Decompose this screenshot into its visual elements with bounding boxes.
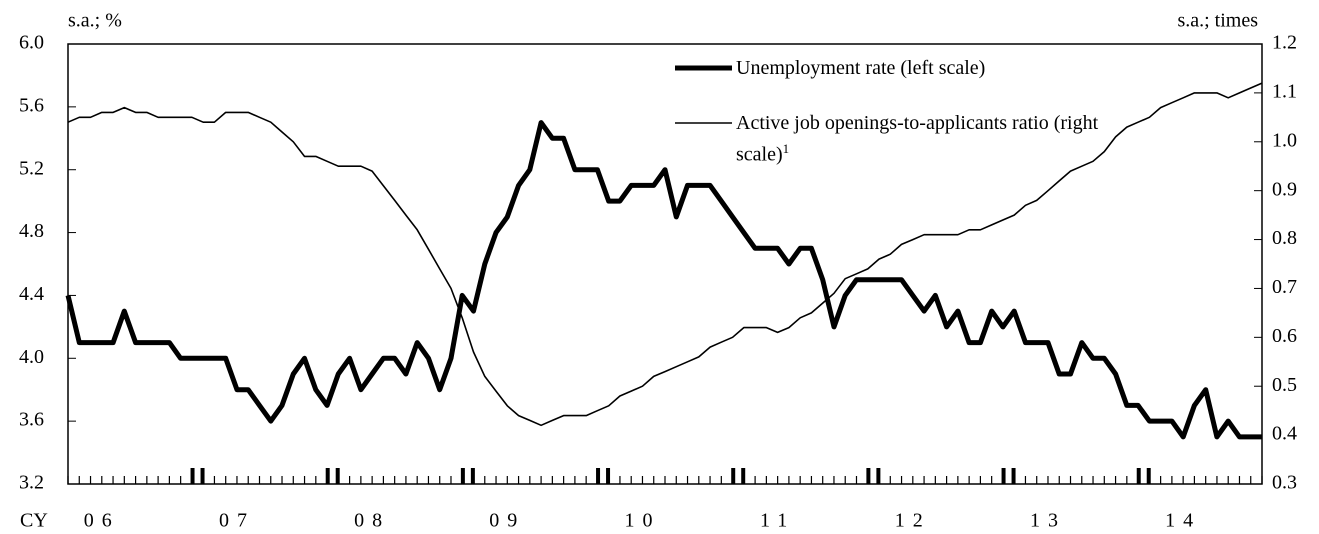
y2-tick-label: 0.4 [1272, 423, 1297, 445]
y2-tick-label: 1.0 [1272, 129, 1297, 151]
x-tick-label: 07 [219, 510, 255, 532]
y2-tick-label: 0.5 [1272, 374, 1297, 396]
legend-entry: Active job openings-to-applicants ratio … [736, 110, 1106, 168]
series-line [67, 82, 1263, 427]
y2-tick-label: 1.1 [1272, 80, 1297, 102]
x-axis-label: CY [20, 510, 48, 532]
y-tick-label: 3.6 [19, 409, 44, 431]
legend-entry: Unemployment rate (left scale) [736, 55, 985, 81]
y-tick-label: 5.2 [19, 157, 44, 179]
x-tick-label: 10 [624, 510, 660, 532]
y-tick-label: 5.6 [19, 94, 44, 116]
y2-tick-label: 1.2 [1272, 32, 1297, 54]
x-tick-label: 08 [354, 510, 390, 532]
y-tick-label: 3.2 [19, 472, 44, 494]
x-tick-label: 13 [1030, 510, 1066, 532]
x-tick-label: 09 [489, 510, 525, 532]
legend-text: Unemployment rate (left scale) [736, 57, 986, 79]
x-tick-label: 06 [84, 510, 120, 532]
x-tick-label: 12 [895, 510, 931, 532]
y-tick-label: 4.8 [19, 220, 44, 242]
footnote-mark: 1 [782, 141, 790, 156]
x-tick-label: 14 [1165, 510, 1201, 532]
y2-axis-label: s.a.; times [1177, 10, 1258, 32]
y-tick-label: 4.4 [19, 283, 44, 305]
series-line [65, 120, 1262, 440]
y2-tick-label: 0.3 [1272, 472, 1297, 494]
y-tick-label: 6.0 [19, 32, 44, 54]
y2-tick-label: 0.9 [1272, 178, 1297, 200]
legend-text: Active job openings-to-applicants ratio … [736, 112, 1099, 166]
y2-tick-label: 0.7 [1272, 276, 1297, 298]
y2-tick-label: 0.6 [1272, 325, 1297, 347]
y-tick-label: 4.0 [19, 346, 44, 368]
x-tick-label: 11 [760, 510, 795, 532]
y2-tick-label: 0.8 [1272, 227, 1297, 249]
y-axis-label: s.a.; % [68, 10, 122, 32]
